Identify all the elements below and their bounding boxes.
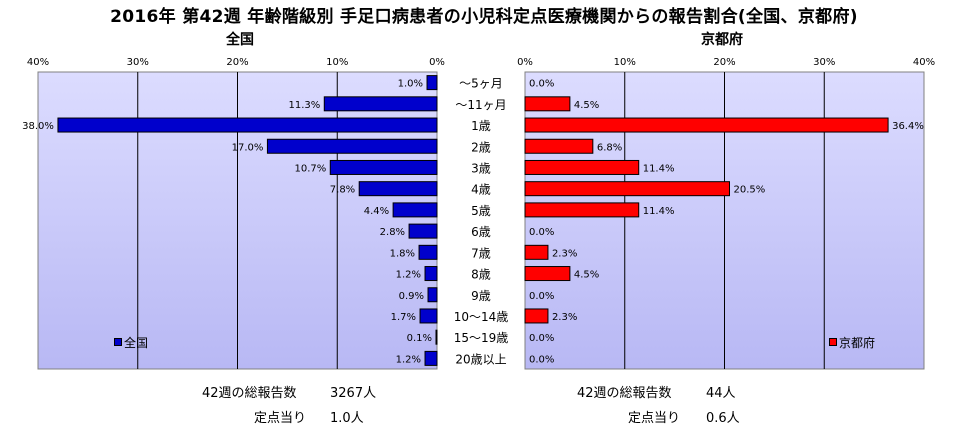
kyoto-data-label: 4.5% bbox=[574, 100, 599, 111]
national-bar bbox=[426, 75, 438, 91]
national-data-label: 1.2% bbox=[396, 354, 421, 365]
national-bar bbox=[424, 266, 438, 282]
national-bar bbox=[358, 181, 438, 197]
kyoto-data-label: 36.4% bbox=[892, 121, 924, 132]
national-bar bbox=[266, 138, 438, 154]
footer-left-per-value: 1.0人 bbox=[330, 411, 364, 426]
national-bar bbox=[57, 117, 438, 133]
kyoto-tick-label: 30% bbox=[813, 57, 835, 68]
national-bar bbox=[408, 223, 438, 239]
kyoto-data-label: 2.3% bbox=[552, 248, 577, 259]
footer-right-total-label: 42週の総報告数 bbox=[577, 386, 672, 401]
kyoto-data-label: 6.8% bbox=[597, 142, 622, 153]
category-label: 9歳 bbox=[471, 289, 491, 303]
category-label: 15～19歳 bbox=[454, 331, 509, 345]
legend-national: 全国 bbox=[114, 334, 148, 351]
kyoto-tick-label: 10% bbox=[614, 57, 636, 68]
footer-left-total-value: 3267人 bbox=[330, 386, 377, 401]
kyoto-data-label: 0.0% bbox=[529, 291, 554, 302]
national-bar bbox=[392, 202, 438, 218]
national-data-label: 2.8% bbox=[380, 227, 405, 238]
national-bar bbox=[419, 308, 438, 324]
kyoto-data-label: 0.0% bbox=[529, 333, 554, 344]
kyoto-bar bbox=[524, 181, 730, 197]
kyoto-tick-label: 40% bbox=[913, 57, 935, 68]
category-label: 5歳 bbox=[471, 204, 491, 218]
category-label: 1歳 bbox=[471, 119, 491, 133]
kyoto-panel-title: 京都府 bbox=[701, 31, 743, 48]
kyoto-data-label: 0.0% bbox=[529, 227, 554, 238]
national-data-label: 1.2% bbox=[396, 270, 421, 281]
national-bar bbox=[435, 329, 438, 345]
legend-kyoto-label: 京都府 bbox=[839, 336, 876, 350]
national-data-label: 7.8% bbox=[330, 185, 355, 196]
category-label: 7歳 bbox=[471, 246, 491, 260]
left-chart-panel: 全国 40% 30% 20% 10% 0% 1.0% 11.3% 38.0% 17.0% 10.7%… bbox=[22, 31, 445, 370]
legend-kyoto-swatch bbox=[829, 338, 837, 346]
national-data-label: 10.7% bbox=[294, 163, 326, 174]
legend-national-swatch bbox=[114, 338, 122, 346]
category-label: 2歳 bbox=[471, 140, 491, 154]
kyoto-tick-label: 20% bbox=[713, 57, 735, 68]
national-bar bbox=[427, 287, 438, 303]
right-chart-panel: 京都府 0% 10% 20% 30% 40% 0.0% 4.5% 36.4% 6.8% 11.4% 2… bbox=[517, 31, 935, 370]
kyoto-bar bbox=[524, 96, 571, 112]
kyoto-bar bbox=[524, 266, 571, 282]
national-tick-label: 30% bbox=[127, 57, 149, 68]
footer-right-per-value: 0.6人 bbox=[706, 411, 740, 426]
kyoto-bar bbox=[524, 159, 640, 175]
category-label: 8歳 bbox=[471, 268, 491, 282]
national-tick-label: 10% bbox=[326, 57, 348, 68]
chart-title: 2016年 第42週 年齢階級別 手足口病患者の小児科定点医療機関からの報告割合… bbox=[110, 7, 858, 27]
kyoto-data-label: 11.4% bbox=[643, 163, 675, 174]
footer-left-per-label: 定点当り bbox=[254, 411, 307, 426]
national-data-label: 1.8% bbox=[390, 248, 415, 259]
footer-left-total-label: 42週の総報告数 bbox=[202, 386, 297, 401]
national-bar bbox=[323, 96, 438, 112]
kyoto-bar bbox=[524, 117, 889, 133]
national-data-label: 0.1% bbox=[407, 333, 432, 344]
category-labels: ～5ヶ月 ～11ヶ月 1歳 2歳 3歳 4歳 5歳 6歳 7歳 8歳 9歳 10～14歳 15～19歳 2… bbox=[454, 77, 509, 367]
national-tick-label: 40% bbox=[27, 57, 49, 68]
kyoto-data-label: 11.4% bbox=[643, 206, 675, 217]
footer-right-total-value: 44人 bbox=[706, 386, 736, 401]
kyoto-data-label: 20.5% bbox=[733, 185, 765, 196]
national-data-label: 1.7% bbox=[391, 312, 416, 323]
category-label: ～11ヶ月 bbox=[455, 98, 506, 112]
legend-kyoto: 京都府 bbox=[829, 334, 875, 351]
kyoto-data-label: 0.0% bbox=[529, 354, 554, 365]
category-label: 10～14歳 bbox=[454, 310, 509, 324]
kyoto-bar bbox=[524, 138, 594, 154]
category-label: 4歳 bbox=[471, 183, 491, 197]
national-data-label: 11.3% bbox=[289, 100, 321, 111]
national-bar bbox=[329, 159, 438, 175]
footer-right-per-label: 定点当り bbox=[628, 411, 681, 426]
national-bar bbox=[424, 350, 438, 366]
national-bar bbox=[418, 244, 438, 260]
national-data-label: 17.0% bbox=[232, 142, 264, 153]
national-panel-title: 全国 bbox=[225, 31, 254, 48]
kyoto-tick-label: 0% bbox=[517, 57, 533, 68]
kyoto-data-label: 4.5% bbox=[574, 270, 599, 281]
national-tick-label: 20% bbox=[226, 57, 248, 68]
category-label: 3歳 bbox=[471, 161, 491, 175]
kyoto-bar bbox=[524, 202, 640, 218]
category-label: 20歳以上 bbox=[455, 352, 506, 366]
category-label: ～5ヶ月 bbox=[459, 77, 503, 91]
kyoto-bar bbox=[524, 244, 549, 260]
national-data-label: 0.9% bbox=[399, 291, 424, 302]
kyoto-data-label: 0.0% bbox=[529, 79, 554, 90]
legend-national-label: 全国 bbox=[124, 336, 149, 350]
kyoto-data-label: 2.3% bbox=[552, 312, 577, 323]
kyoto-bar bbox=[524, 308, 549, 324]
national-data-label: 4.4% bbox=[364, 206, 389, 217]
national-data-label: 1.0% bbox=[398, 79, 423, 90]
national-tick-label: 0% bbox=[429, 57, 445, 68]
national-data-label: 38.0% bbox=[22, 121, 54, 132]
category-label: 6歳 bbox=[471, 225, 491, 239]
